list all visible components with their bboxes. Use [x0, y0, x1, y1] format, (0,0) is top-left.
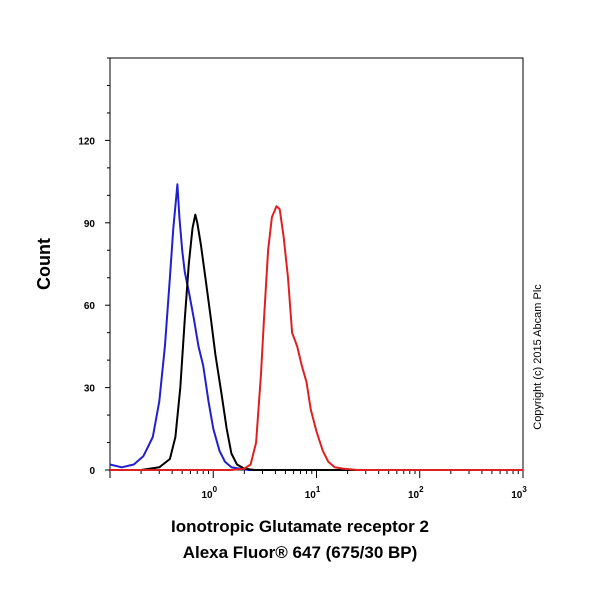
x-tick-label-2: 102 — [408, 485, 424, 501]
x-tick-exp-0: 0 — [213, 485, 218, 494]
x-tick-exp-3: 3 — [522, 485, 527, 494]
x-tick-label-3: 103 — [511, 485, 527, 501]
y-tick-label-1: 30 — [84, 384, 96, 395]
x-tick-base-0: 10 — [201, 490, 213, 501]
x-tick-base-3: 10 — [511, 490, 523, 501]
x-tick-label-1: 101 — [305, 485, 321, 501]
y-axis-ticks: 0 30 60 90 120 — [78, 57, 110, 477]
y-tick-label-2: 60 — [84, 301, 96, 312]
series-group — [109, 183, 523, 471]
y-tick-label-4: 120 — [78, 136, 95, 147]
y-tick-label-3: 90 — [84, 219, 96, 230]
x-axis-title-line2: Alexa Fluor® 647 (675/30 BP) — [183, 543, 418, 562]
x-axis-title-line1: Ionotropic Glutamate receptor 2 — [171, 517, 429, 536]
x-tick-label-0: 100 — [201, 485, 217, 501]
copyright-annotation: Copyright (c) 2015 Abcam Plc — [532, 284, 544, 430]
series-line-1 — [110, 213, 523, 471]
plot-frame — [109, 57, 524, 471]
x-tick-exp-2: 2 — [419, 485, 424, 494]
series-line-2 — [110, 205, 523, 471]
y-tick-label-0: 0 — [89, 466, 95, 477]
y-axis-title: Count — [34, 238, 54, 290]
x-tick-base-1: 10 — [305, 490, 317, 501]
x-tick-base-2: 10 — [408, 490, 420, 501]
series-line-0 — [109, 183, 523, 471]
x-tick-exp-1: 1 — [316, 485, 321, 494]
